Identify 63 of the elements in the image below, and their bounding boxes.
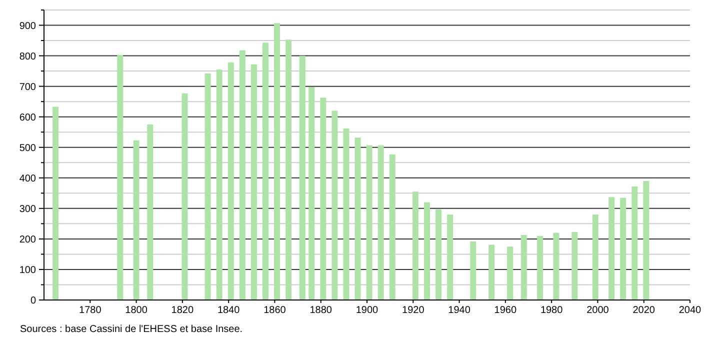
bar xyxy=(436,209,442,300)
bar xyxy=(488,244,495,300)
bar xyxy=(470,241,476,300)
x-tick-label: 1980 xyxy=(540,305,564,316)
source-note: Sources : base Cassini de l'EHESS et base Insee. xyxy=(20,324,243,335)
y-tick-label: 900 xyxy=(19,20,36,32)
bar xyxy=(343,128,350,300)
bar xyxy=(507,246,514,300)
bar xyxy=(553,232,560,300)
bar xyxy=(378,145,384,300)
bar xyxy=(592,214,598,300)
bar xyxy=(632,186,638,300)
bar xyxy=(228,62,234,300)
bar xyxy=(332,110,338,300)
bar xyxy=(308,86,315,300)
x-tick-label: 2040 xyxy=(678,305,702,316)
y-tick-label: 600 xyxy=(19,112,36,124)
bar xyxy=(643,180,650,300)
bar xyxy=(52,106,59,300)
bar xyxy=(204,73,211,300)
y-tick-label: 500 xyxy=(19,142,36,154)
bar xyxy=(537,236,544,300)
y-tick-label: 800 xyxy=(19,51,36,62)
bar xyxy=(320,98,326,300)
bar xyxy=(286,40,292,300)
y-tick-label: 100 xyxy=(19,264,36,276)
bar xyxy=(262,42,268,300)
bar xyxy=(182,93,188,300)
bar xyxy=(389,154,396,300)
bar xyxy=(274,23,280,300)
x-tick-label: 1780 xyxy=(79,305,102,316)
bar xyxy=(354,138,361,300)
x-tick-label: 1940 xyxy=(448,305,471,316)
bar xyxy=(447,214,454,300)
x-tick-label: 1820 xyxy=(171,305,194,316)
x-tick-label: 1880 xyxy=(310,305,332,316)
bar xyxy=(147,124,154,300)
bar xyxy=(239,50,246,300)
y-tick-label: 700 xyxy=(19,82,36,93)
x-tick-label: 1860 xyxy=(264,305,286,316)
y-tick-label: 300 xyxy=(19,204,36,215)
bar xyxy=(520,234,527,300)
y-tick-label: 400 xyxy=(19,173,36,184)
bar xyxy=(412,192,418,300)
x-tick-label: 1920 xyxy=(402,305,425,316)
bar xyxy=(117,54,124,300)
y-tick-label: 200 xyxy=(19,234,36,246)
bar xyxy=(572,232,578,300)
bar xyxy=(133,140,140,300)
bar xyxy=(424,202,430,300)
x-tick-label: 1800 xyxy=(125,305,148,316)
bar xyxy=(216,70,222,300)
x-tick-label: 1960 xyxy=(494,305,517,316)
x-tick-label: 1900 xyxy=(356,305,379,316)
y-tick-label: 0 xyxy=(30,296,36,306)
bar xyxy=(299,56,306,300)
bar xyxy=(620,198,626,300)
x-tick-label: 1840 xyxy=(217,305,240,316)
x-tick-label: 2000 xyxy=(586,305,610,316)
bar xyxy=(366,145,372,300)
x-tick-label: 2020 xyxy=(632,305,656,316)
bar xyxy=(250,64,257,300)
bar xyxy=(608,197,615,300)
